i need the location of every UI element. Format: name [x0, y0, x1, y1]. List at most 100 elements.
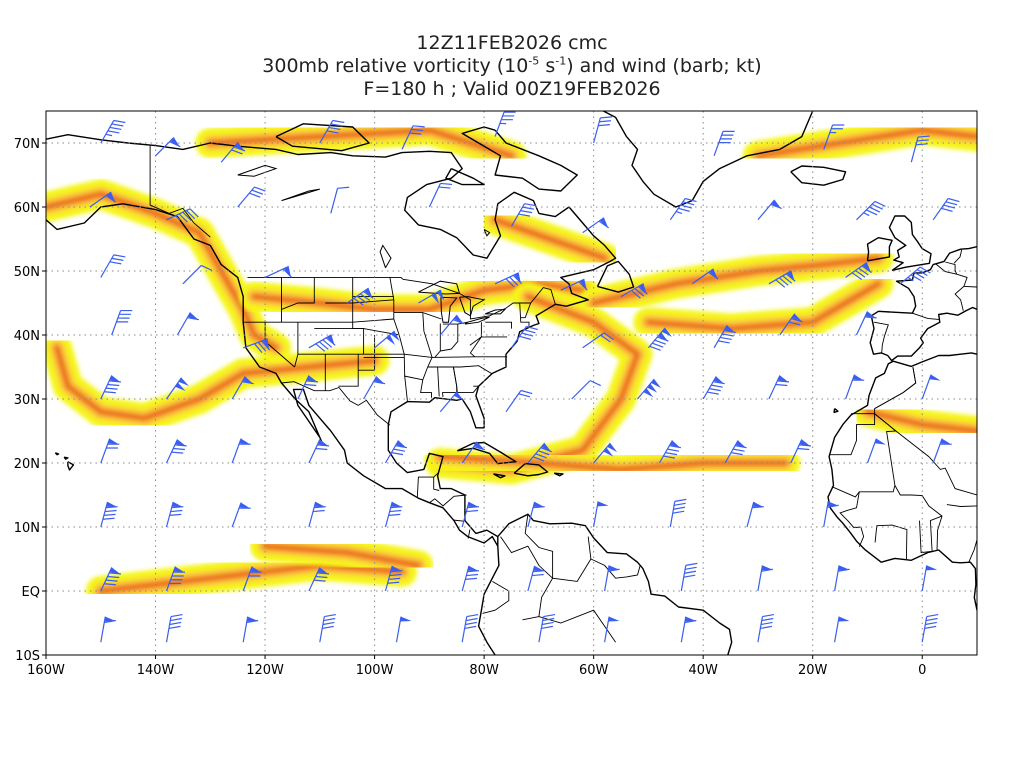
wind-barb: [461, 501, 480, 528]
border-europe-b2: [873, 321, 889, 353]
wind-barb: [100, 119, 126, 144]
wind-barb: [768, 375, 790, 400]
wind-barb: [757, 199, 782, 221]
wind-barb: [834, 565, 850, 592]
coastline-newfoundland: [596, 260, 635, 293]
border-europe-b6: [963, 285, 977, 288]
wind-barb: [746, 501, 764, 528]
vorticity-contour-4: [493, 218, 607, 260]
wind-barb: [511, 325, 538, 349]
lake-great-slave-lake: [281, 188, 320, 202]
lake-lake-ontario: [485, 308, 507, 315]
lake-lake-erie: [464, 316, 490, 325]
border-sa-border-5: [522, 609, 616, 643]
wind-barb: [669, 498, 687, 528]
vorticity-contour-4: [646, 282, 880, 331]
wind-barb: [346, 287, 374, 306]
wind-barb: [582, 332, 614, 349]
wind-barb: [527, 442, 552, 464]
wind-barb: [439, 391, 464, 413]
coastline-greenland: [601, 111, 814, 208]
vorticity-band-north-atlantic-jet: [578, 243, 894, 318]
coastline-hawaii-big: [67, 461, 75, 471]
border-africa-b9: [946, 504, 977, 507]
wind-barb: [593, 116, 613, 144]
wind-barb: [242, 616, 259, 643]
wind-barb: [231, 438, 251, 464]
wind-barb: [932, 197, 960, 221]
wind-barb: [658, 440, 682, 464]
wind-barb: [713, 130, 735, 157]
wind-barb: [461, 565, 480, 592]
wind-barb: [461, 613, 479, 643]
border-central-america-3: [452, 519, 464, 522]
wind-barb: [100, 567, 121, 592]
lake-great-bear-lake: [237, 164, 278, 177]
wind-barb: [100, 254, 126, 278]
border-europe-b1: [912, 312, 940, 321]
coastline-canary-islands: [833, 408, 839, 414]
wind-barb: [899, 266, 931, 285]
border-us-states-e10: [443, 321, 468, 325]
border-us-states-w6: [314, 328, 400, 336]
border-us-states-e12: [452, 366, 480, 394]
wind-barb: [220, 141, 246, 163]
border-sa-border-3: [590, 558, 641, 579]
vorticity-band-greenland-sea: [742, 115, 977, 171]
coastline-ireland: [866, 237, 893, 262]
coastline-puerto-rico: [553, 472, 564, 477]
lon-tick-label: 140W: [137, 663, 175, 678]
wind-barb: [757, 613, 775, 643]
wind-barb-layer: [89, 111, 960, 643]
coastline-africa-west: [827, 352, 977, 611]
vorticity-band-caribbean-band: [425, 441, 801, 485]
wind-barb: [856, 200, 886, 221]
wind-barb: [439, 314, 465, 336]
border-sa-border-4: [482, 581, 510, 614]
axis-labels: 160W 140W 120W 100W 80W 60W 40W 20W 0 70N 60N 50N 40…: [14, 137, 927, 678]
coastline-british-isles: [888, 215, 932, 272]
wind-barb: [111, 309, 133, 336]
vorticity-band-labrador-sea: [480, 204, 620, 274]
title-exponent-1: -5: [528, 54, 540, 68]
wind-barb: [401, 125, 425, 150]
wind-barb: [308, 334, 336, 352]
border-alaska-canada: [149, 145, 211, 238]
wind-barb: [308, 439, 330, 464]
wind-barb: [418, 289, 445, 304]
lon-tick-label: 120W: [246, 663, 284, 678]
vorticity-band-east-pacific-hook: [46, 332, 390, 434]
border-us-states-e8: [519, 302, 530, 327]
lon-tick-label: 80W: [469, 663, 499, 678]
border-us-states-e7: [485, 321, 512, 329]
lat-tick-label: EQ: [22, 585, 40, 600]
wind-barb: [384, 440, 408, 464]
lon-tick-label: 60W: [579, 663, 609, 678]
wind-barb: [494, 111, 516, 137]
wind-barb: [669, 197, 697, 221]
wind-barb: [604, 616, 620, 643]
lat-tick-label: 50N: [14, 265, 40, 280]
border-us-states-w17: [393, 312, 442, 320]
wind-barb: [166, 377, 189, 400]
wind-barb: [165, 439, 187, 464]
border-us-states-w11: [352, 277, 365, 355]
border-africa-b6: [839, 491, 865, 547]
wind-barb: [308, 501, 326, 528]
border-us-states-e3: [437, 366, 440, 397]
wind-barb: [428, 182, 453, 208]
border-central-america-4: [467, 529, 471, 539]
title-line-2: 300mb relative vorticity (10-5 s-1) and …: [0, 55, 1024, 78]
wind-barb: [231, 502, 251, 528]
border-mexico-guatemala: [416, 472, 440, 498]
wind-barb: [571, 380, 601, 400]
coastline-europe-africa: [869, 246, 977, 362]
wind-barb: [231, 376, 254, 400]
vorticity-contour-4: [438, 455, 787, 471]
wind-barb: [297, 375, 319, 400]
wind-barb: [620, 283, 648, 299]
border-us-states-e1: [434, 323, 441, 358]
wind-barb: [182, 264, 213, 285]
border-us-states-w7: [297, 353, 508, 358]
